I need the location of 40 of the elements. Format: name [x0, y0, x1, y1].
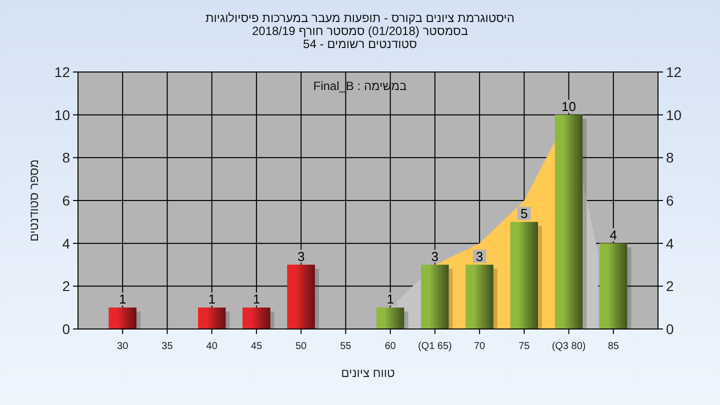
x-tick-label: 35: [162, 341, 174, 352]
y-tick-label: 4: [62, 235, 70, 252]
x-tick-label: 55: [340, 341, 352, 352]
y2-tick-label: 0: [666, 321, 674, 337]
x-tick-label: 40: [206, 341, 218, 352]
y2-tick-label: 10: [666, 106, 682, 123]
y2-tick-label: 2: [666, 278, 674, 294]
y2-tick-label: 6: [666, 192, 674, 208]
x-tick-label: 85: [608, 341, 620, 352]
y2-tick-label: 4: [666, 235, 674, 252]
data-label: 1: [208, 292, 216, 307]
chart-title: היסטוגרמת ציונים בקורס - תופעות מעבר במערכות פיסיולוגיות: [205, 11, 515, 25]
y-tick-label: 10: [54, 106, 70, 123]
x-tick-label: 60: [384, 341, 396, 352]
y2-tick-label: 12: [666, 64, 682, 80]
x-tick-label: (Q1 65): [418, 341, 452, 352]
x-tick-label: 30: [117, 341, 129, 352]
chart-subtitle: בסמסטר (01/2018) סמסטר חורף 2018/19 סטודנטים רשומים - 54: [252, 24, 468, 51]
y2-tick-label: 8: [666, 150, 674, 166]
y-tick-label: 0: [62, 321, 70, 337]
y-tick-label: 8: [62, 150, 70, 166]
y-tick-label: 6: [62, 192, 70, 208]
data-label: 1: [119, 292, 126, 307]
x-axis-title: טווח ציונים: [341, 366, 396, 380]
y-tick-label: 2: [62, 278, 70, 294]
x-tick-label: 50: [296, 341, 308, 352]
data-label: 5: [520, 206, 528, 221]
data-label: 1: [386, 292, 394, 307]
data-label: 3: [297, 248, 305, 264]
x-tick-label: 45: [250, 341, 262, 352]
y-tick-label: 12: [54, 64, 70, 80]
data-label: 3: [431, 248, 439, 264]
x-tick-label: 75: [518, 341, 530, 352]
x-tick-label: 70: [474, 341, 486, 352]
y-axis-title: מספר סטודנטים: [27, 159, 41, 242]
x-tick-label: (Q3 80): [552, 341, 586, 352]
data-label: 4: [610, 227, 617, 242]
data-label: 1: [252, 292, 260, 307]
data-label: 3: [476, 248, 484, 264]
data-label: 10: [562, 98, 576, 114]
